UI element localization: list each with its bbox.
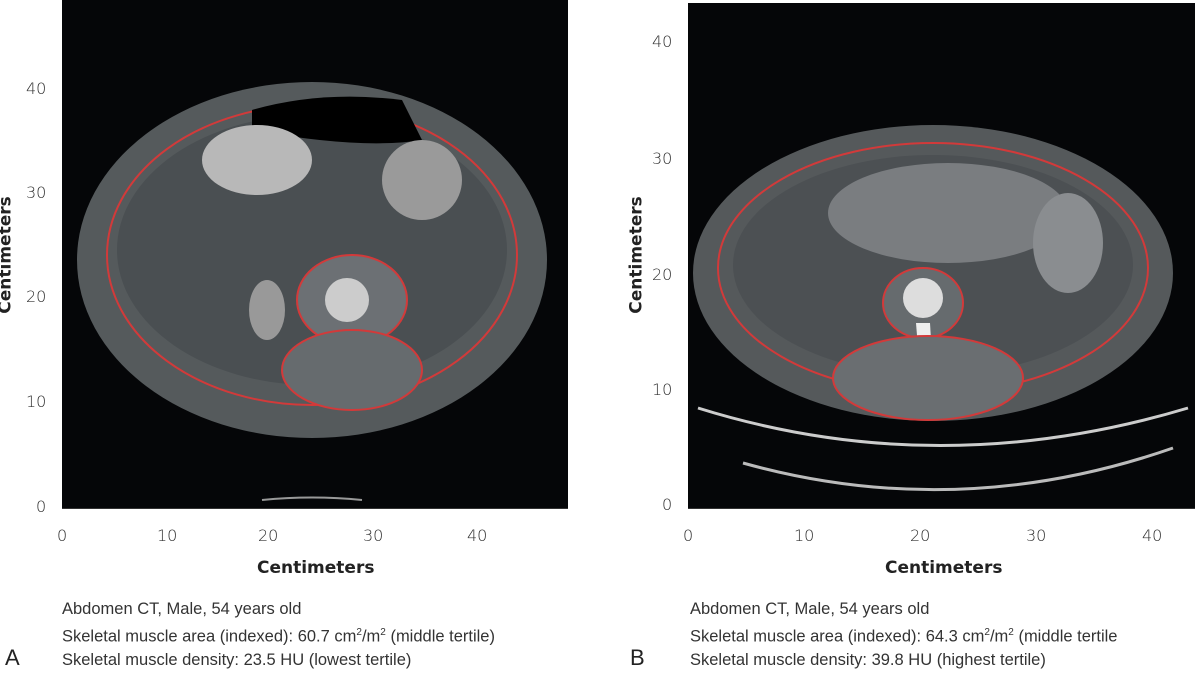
y-axis-label-a: Centimeters [0,196,16,314]
caption-text: Skeletal muscle area (indexed): 60.7 cm [62,627,357,646]
x-tick-b: 20 [910,526,931,545]
caption-text: Skeletal muscle area (indexed): 64.3 cm [690,627,985,646]
caption-line-1: Abdomen CT, Male, 54 years old [690,600,930,618]
superscript: 2 [380,627,386,638]
y-tick-a: 20 [26,287,47,306]
superscript: 2 [984,627,990,638]
caption-text: (middle tertile [1013,627,1118,646]
x-tick-b: 10 [794,526,815,545]
caption-text: (middle tertile) [385,627,495,646]
panel-letter-b: B [630,645,645,670]
superscript: 2 [356,627,362,638]
y-tick-a: 10 [26,392,47,411]
x-tick-b: 40 [1142,526,1163,545]
x-tick-a: 30 [363,526,384,545]
caption-text: /m [361,627,381,646]
caption-line-2: Skeletal muscle area (indexed): 64.3 cm2… [690,621,1117,649]
y-tick-b: 20 [652,265,673,284]
y-tick-b: 30 [652,149,673,168]
y-tick-a: 0 [36,497,47,516]
x-axis-label-b: Centimeters [885,558,1003,578]
caption-line-3: Skeletal muscle density: 23.5 HU (lowest… [62,650,412,669]
x-tick-a: 20 [258,526,279,545]
x-tick-b: 30 [1026,526,1047,545]
x-tick-a: 0 [57,526,68,545]
caption-line-3: Skeletal muscle density: 39.8 HU (highes… [690,650,1046,669]
caption-b: Abdomen CT, Male, 54 years old Skeletal … [690,598,1117,672]
panel-letter-a: A [5,645,20,670]
caption-line-1: Abdomen CT, Male, 54 years old [62,600,302,618]
ct-scan-image-a [62,0,568,508]
x-tick-a: 10 [157,526,178,545]
x-tick-a: 40 [467,526,488,545]
y-tick-a: 40 [26,79,47,98]
caption-a: Abdomen CT, Male, 54 years old Skeletal … [62,598,495,672]
x-tick-b: 0 [683,526,694,545]
superscript: 2 [1008,627,1014,638]
y-tick-b: 10 [652,380,673,399]
caption-line-2: Skeletal muscle area (indexed): 60.7 cm2… [62,621,495,649]
x-axis-label-a: Centimeters [257,558,375,578]
y-axis-label-b: Centimeters [626,196,647,314]
x-axis-line-a [62,508,568,509]
y-tick-a: 30 [26,183,47,202]
caption-text: /m [989,627,1009,646]
x-axis-line-b [688,508,1195,509]
y-tick-b: 0 [662,495,673,514]
y-tick-b: 40 [652,32,673,51]
ct-scan-image-b [688,3,1195,508]
